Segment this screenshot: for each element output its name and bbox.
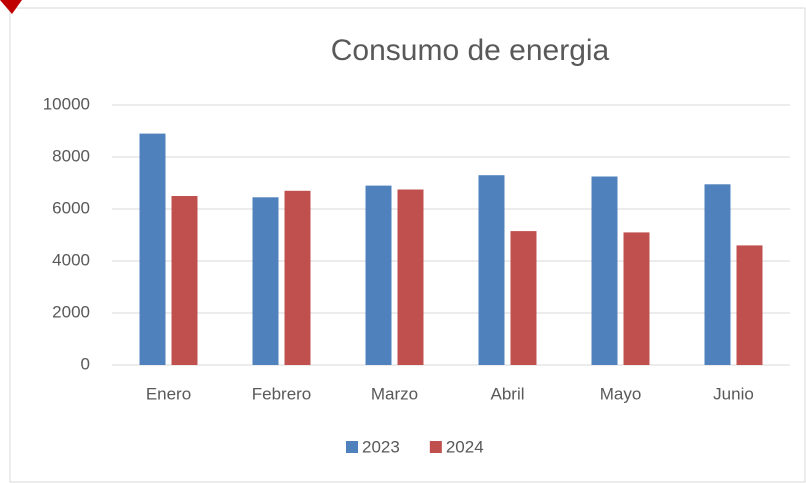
y-tick-label: 8000 <box>52 146 90 165</box>
bar <box>139 133 166 365</box>
bar <box>284 190 311 365</box>
x-tick-label: Mayo <box>600 384 642 403</box>
legend-label: 2024 <box>446 437 484 456</box>
legend-swatch <box>429 441 442 453</box>
x-tick-label: Abril <box>490 384 524 403</box>
x-tick-label: Marzo <box>371 384 418 403</box>
y-tick-label: 0 <box>81 354 90 373</box>
legend-label: 2023 <box>362 437 400 456</box>
bar <box>252 197 279 365</box>
bar <box>478 175 505 365</box>
bar <box>736 245 763 365</box>
y-tick-label: 4000 <box>52 250 90 269</box>
legend-swatch <box>346 441 358 453</box>
bar <box>704 184 731 365</box>
bar <box>171 196 198 365</box>
y-tick-label: 6000 <box>52 198 90 217</box>
bar <box>623 232 650 365</box>
x-tick-label: Junio <box>713 384 754 403</box>
y-tick-label: 10000 <box>43 94 90 113</box>
bar <box>510 231 537 365</box>
bar <box>365 185 392 365</box>
corner-mark <box>0 0 22 14</box>
bar <box>591 176 618 365</box>
y-tick-label: 2000 <box>52 302 90 321</box>
bar <box>397 189 424 365</box>
x-tick-label: Febrero <box>252 384 312 403</box>
x-tick-label: Enero <box>146 384 191 403</box>
chart-title: Consumo de energia <box>331 34 610 67</box>
